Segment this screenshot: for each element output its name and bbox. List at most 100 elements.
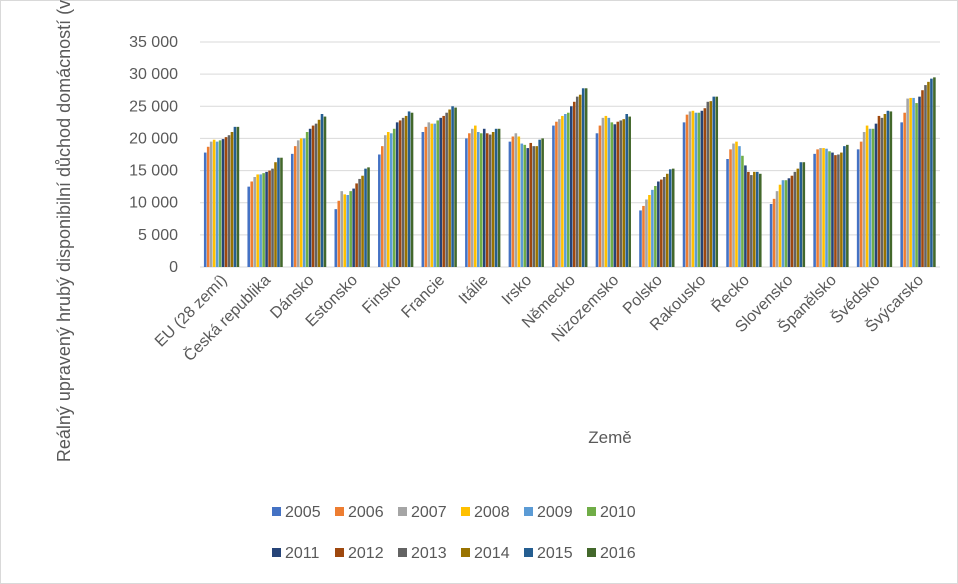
bar bbox=[840, 152, 843, 267]
bar bbox=[221, 139, 225, 267]
bar bbox=[308, 128, 312, 267]
bar bbox=[796, 168, 800, 267]
bar bbox=[476, 132, 480, 267]
legend-swatch bbox=[272, 507, 281, 516]
bar bbox=[610, 122, 614, 267]
legend-label: 2009 bbox=[537, 504, 573, 521]
bar bbox=[262, 173, 265, 267]
bar bbox=[343, 194, 347, 267]
bar bbox=[215, 141, 219, 267]
bar bbox=[224, 137, 228, 267]
x-axis-title: Země bbox=[588, 428, 631, 447]
bar bbox=[465, 138, 468, 267]
bar bbox=[639, 210, 642, 267]
bar bbox=[340, 191, 344, 267]
legend-swatch bbox=[398, 507, 407, 516]
bar bbox=[802, 162, 806, 267]
bar bbox=[778, 184, 782, 267]
bar bbox=[816, 149, 819, 267]
bar bbox=[889, 111, 893, 267]
bar bbox=[874, 123, 878, 268]
bar bbox=[552, 125, 555, 267]
y-tick-label: 10 000 bbox=[129, 195, 178, 212]
bar bbox=[236, 126, 240, 267]
bar bbox=[274, 162, 277, 267]
bar bbox=[314, 123, 318, 268]
bar bbox=[813, 153, 816, 267]
bar bbox=[706, 101, 710, 268]
bar bbox=[799, 162, 803, 267]
bar bbox=[323, 116, 327, 267]
bar bbox=[900, 122, 903, 267]
bar bbox=[598, 125, 602, 267]
legend-swatch bbox=[335, 507, 344, 516]
bar bbox=[265, 171, 268, 267]
bar bbox=[320, 114, 324, 267]
bar bbox=[209, 141, 213, 267]
bar bbox=[523, 144, 527, 267]
bar bbox=[856, 149, 860, 267]
bar bbox=[595, 133, 599, 267]
bar bbox=[927, 81, 930, 267]
bar bbox=[607, 117, 611, 267]
bar bbox=[206, 146, 210, 267]
legend-label: 2012 bbox=[348, 545, 384, 562]
bar bbox=[558, 119, 561, 268]
y-tick-label: 0 bbox=[169, 259, 178, 276]
bar bbox=[715, 96, 719, 268]
bar bbox=[468, 133, 471, 267]
bar bbox=[407, 111, 411, 267]
bar bbox=[253, 177, 256, 267]
bar bbox=[442, 115, 445, 267]
bar bbox=[299, 138, 303, 267]
bar bbox=[514, 133, 518, 267]
bar bbox=[933, 77, 936, 267]
bar bbox=[660, 179, 663, 267]
bar bbox=[570, 106, 573, 268]
bar bbox=[747, 171, 750, 267]
bar bbox=[572, 101, 576, 268]
bar bbox=[862, 132, 866, 267]
bar bbox=[868, 128, 872, 267]
bar bbox=[247, 186, 251, 267]
bar bbox=[921, 90, 924, 267]
bar bbox=[668, 169, 672, 267]
legend-label: 2008 bbox=[474, 504, 510, 521]
bar bbox=[906, 98, 909, 267]
bar bbox=[445, 112, 448, 267]
bar bbox=[367, 167, 370, 267]
bar bbox=[302, 138, 306, 267]
bar bbox=[491, 132, 495, 267]
bar bbox=[361, 175, 364, 267]
legend-label: 2013 bbox=[411, 545, 447, 562]
bar bbox=[230, 132, 234, 267]
bar bbox=[825, 148, 828, 267]
bar bbox=[296, 140, 300, 267]
bar bbox=[421, 132, 425, 267]
bar bbox=[474, 125, 477, 267]
bar bbox=[352, 188, 355, 267]
bar bbox=[744, 165, 747, 267]
bar bbox=[529, 142, 533, 267]
bar bbox=[880, 117, 884, 267]
bar bbox=[622, 119, 626, 268]
bar bbox=[688, 111, 692, 267]
bar bbox=[657, 181, 660, 267]
bar bbox=[871, 128, 875, 267]
bar bbox=[654, 186, 657, 267]
bar bbox=[642, 205, 645, 267]
bar bbox=[822, 148, 825, 267]
bar bbox=[828, 151, 831, 267]
bar bbox=[671, 168, 675, 267]
bar bbox=[697, 112, 701, 267]
y-tick-label: 30 000 bbox=[129, 66, 178, 83]
bar bbox=[482, 128, 486, 267]
bar bbox=[843, 146, 846, 267]
bar bbox=[886, 110, 890, 268]
bar bbox=[837, 154, 840, 267]
bar bbox=[448, 109, 451, 267]
legend-label: 2014 bbox=[474, 545, 510, 562]
bar bbox=[846, 144, 849, 267]
